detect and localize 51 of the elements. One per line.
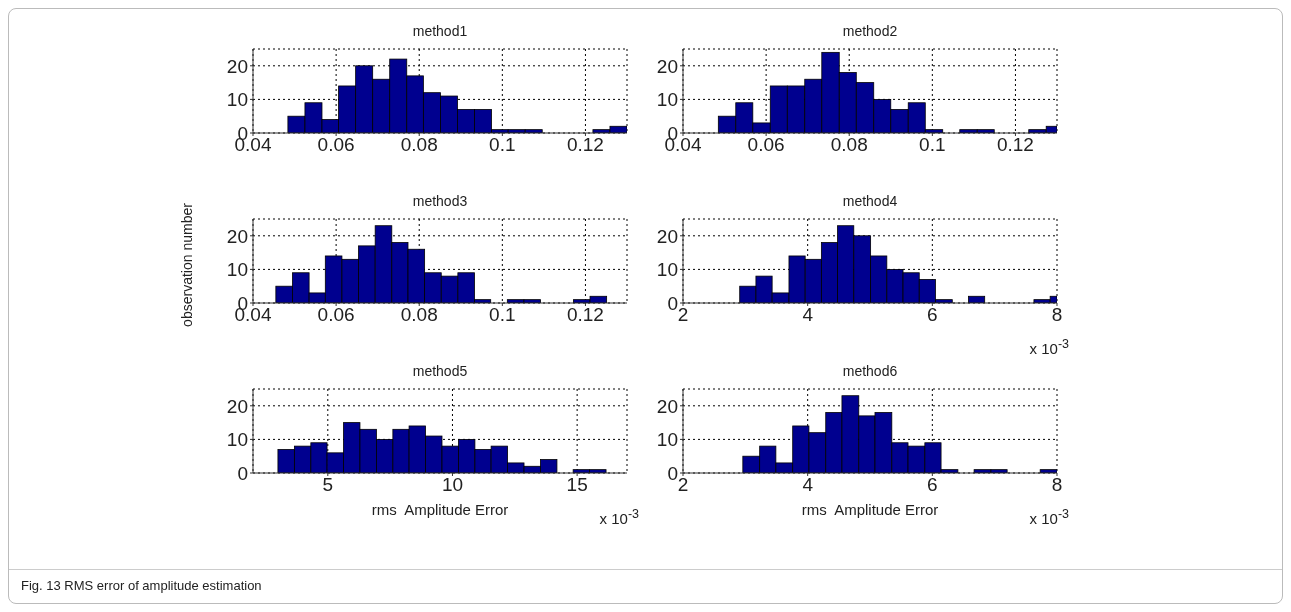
x-tick-label: 0.12 bbox=[996, 134, 1034, 156]
x-tick-label: 0.06 bbox=[317, 304, 355, 326]
x-tick-label: 6 bbox=[927, 474, 938, 496]
y-axis-title: observation number bbox=[179, 203, 195, 327]
caption: Fig. 13 RMS error of amplitude estimation bbox=[21, 578, 262, 593]
y-tick-label: 20 bbox=[226, 55, 248, 77]
text: x 10$^{-3}$ bbox=[599, 507, 639, 527]
y-tick-label: 0 bbox=[237, 462, 248, 484]
x-tick-label: 6 bbox=[927, 304, 938, 326]
x-tick-label: 8 bbox=[1051, 304, 1063, 326]
x-tick-label: 0.1 bbox=[489, 304, 516, 326]
y-tick-label: 10 bbox=[656, 429, 678, 451]
x-tick-label: 0.06 bbox=[747, 134, 785, 156]
chart-title: method3 bbox=[411, 193, 469, 211]
y-tick-label: 0 bbox=[667, 462, 678, 484]
y-tick-label: 20 bbox=[226, 225, 248, 247]
x-tick-label: 0.12 bbox=[566, 134, 604, 156]
chart-title: method6 bbox=[841, 363, 899, 381]
x-tick-label: 5 bbox=[322, 474, 334, 496]
x-tick-label: 4 bbox=[802, 474, 814, 496]
y-tick-label: 20 bbox=[656, 225, 678, 247]
chart-title: method1 bbox=[411, 23, 469, 41]
x-axis-title: rms Amplitude Error bbox=[801, 501, 939, 518]
x-tick-label: 15 bbox=[566, 474, 588, 496]
x-tick-label: 2 bbox=[677, 304, 689, 326]
x-tick-label: 0.06 bbox=[317, 134, 355, 156]
chart-title: method4 bbox=[841, 193, 899, 211]
chart-title: method5 bbox=[411, 363, 469, 381]
y-tick-label: 10 bbox=[656, 259, 678, 281]
x-tick-label: 0.12 bbox=[566, 304, 604, 326]
y-tick-label: 10 bbox=[656, 89, 678, 111]
text: x 10$^{-3}$ bbox=[1029, 337, 1069, 357]
x-tick-label: 4 bbox=[802, 304, 814, 326]
y-tick-label: 20 bbox=[656, 395, 678, 417]
chart-title: method2 bbox=[841, 23, 899, 41]
x-tick-label: 10 bbox=[441, 474, 464, 496]
x-tick-label: 0.1 bbox=[489, 134, 516, 156]
y-tick-label: 10 bbox=[226, 429, 248, 451]
y-tick-label: 0 bbox=[667, 292, 678, 314]
y-tick-label: 20 bbox=[226, 395, 248, 417]
x-tick-label: 2 bbox=[677, 474, 689, 496]
x-tick-label: 0.08 bbox=[400, 304, 438, 326]
x-tick-label: 8 bbox=[1051, 474, 1063, 496]
text: x 10$^{-3}$ bbox=[1029, 507, 1069, 527]
x-tick-label: 0.1 bbox=[919, 134, 946, 156]
x-tick-label: 0.08 bbox=[400, 134, 438, 156]
y-tick-label: 10 bbox=[226, 259, 248, 281]
x-tick-label: 0.08 bbox=[830, 134, 868, 156]
x-axis-title: rms Amplitude Error bbox=[371, 501, 509, 518]
y-tick-label: 10 bbox=[226, 89, 248, 111]
y-tick-label: 20 bbox=[656, 55, 678, 77]
